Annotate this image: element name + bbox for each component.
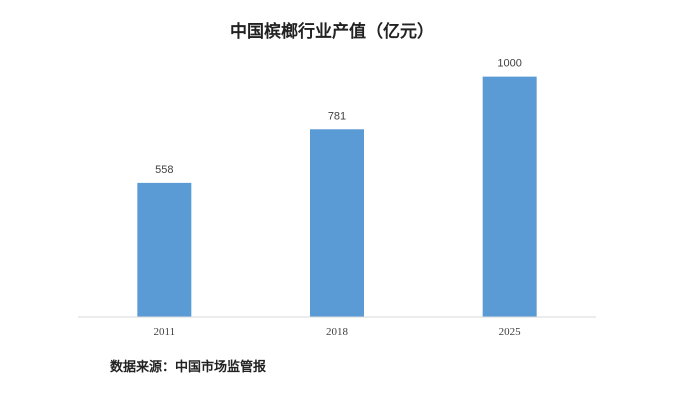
x-tick-label-2011: 2011 [154,326,176,338]
x-tick-label-2018: 2018 [326,326,349,338]
value-label-2018: 781 [328,110,346,122]
plot-area: 558 2011 781 2018 1000 2025 [137,58,537,338]
source-note: 数据来源：中国市场监管报 [110,359,267,375]
x-tick-label-2025: 2025 [499,326,522,338]
bar-2018 [310,129,364,317]
chart-title: 中国槟榔行业产值（亿元） [230,21,434,42]
value-label-2025: 1000 [497,58,521,70]
value-label-2011: 558 [155,164,173,176]
bar-2025 [482,76,537,317]
bar-2011 [137,182,192,317]
